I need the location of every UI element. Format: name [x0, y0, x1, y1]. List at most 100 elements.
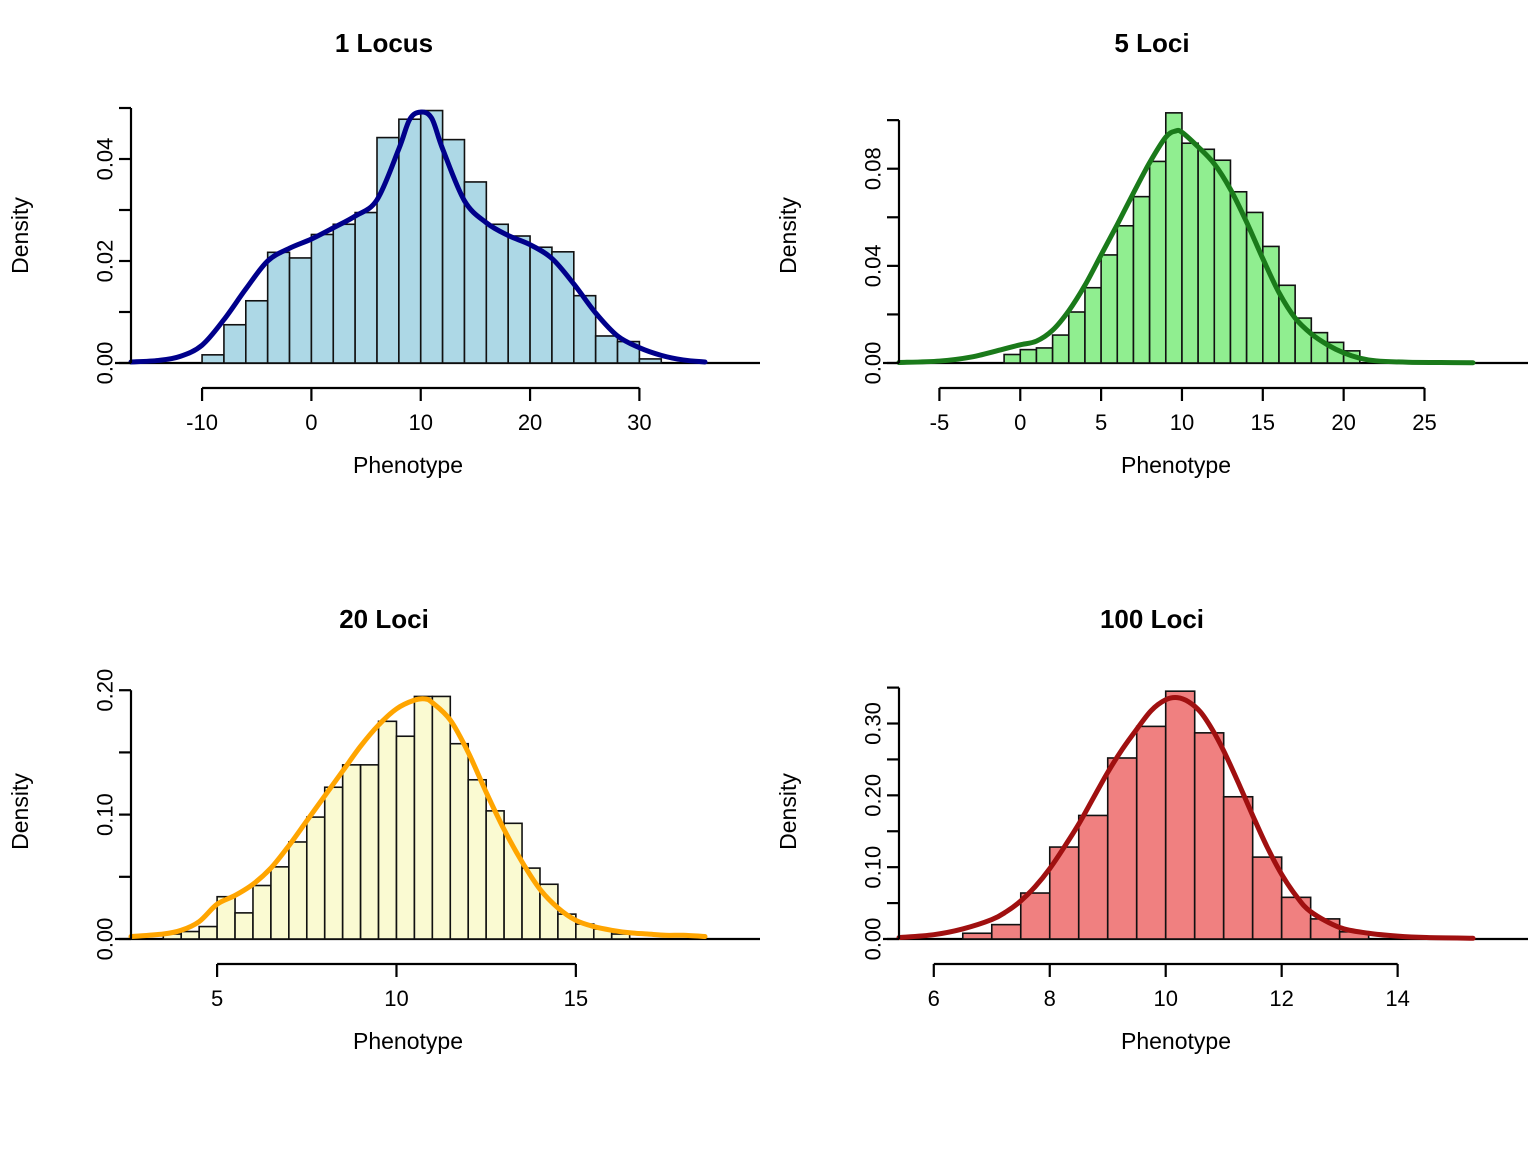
histogram-bar	[485, 223, 510, 364]
density-curve	[128, 696, 708, 940]
y-tick-label: 0.08	[861, 147, 886, 190]
panel-title: 100 Loci	[1100, 604, 1204, 634]
x-tick-label: 10	[408, 410, 432, 435]
histogram-bars	[162, 695, 631, 940]
y-axis: 0.00 0.10 0.20	[93, 669, 133, 961]
histogram-bars	[961, 690, 1370, 940]
histogram-bar	[1019, 348, 1038, 364]
histogram-bar	[449, 742, 470, 940]
histogram-bar	[266, 251, 291, 364]
histogram-bar	[1280, 896, 1312, 940]
histogram-bar	[395, 735, 416, 940]
y-axis-title: Density	[7, 773, 33, 850]
histogram-bar	[1100, 254, 1119, 364]
x-tick-label: 10	[1153, 986, 1177, 1011]
x-tick-label: 20	[1331, 410, 1355, 435]
x-axis: 6 8 10 12 14	[928, 962, 1410, 1011]
histogram-bar	[1164, 112, 1183, 364]
y-tick-label: 0.20	[861, 774, 886, 817]
histogram-bar	[1193, 732, 1225, 940]
histogram-bar	[1019, 892, 1051, 940]
x-tick-label: 14	[1385, 986, 1409, 1011]
histogram-bar	[961, 932, 993, 940]
histogram-bar	[398, 118, 422, 364]
x-tick-label: 15	[564, 986, 588, 1011]
histogram-bar	[341, 764, 362, 940]
histogram-bar	[332, 223, 356, 364]
y-tick-label: 0.00	[861, 342, 886, 385]
histogram-bar	[467, 778, 487, 940]
histogram-bar	[1164, 690, 1196, 940]
x-axis-title: Phenotype	[1121, 452, 1231, 478]
panel-title: 1 Locus	[335, 28, 433, 58]
histogram-bar	[288, 257, 313, 364]
histogram-bar	[323, 786, 344, 940]
histogram-bar	[1116, 224, 1135, 364]
chart-panel-1: 1 Locus 0.00 0.02 0.04 Density -10 0 10 20 30 Phen…	[0, 0, 768, 576]
chart-panel-4: 100 Loci 0.00 0.10 0.20 0.30 Density 6 8 10 12 14 P…	[768, 576, 1536, 1152]
histogram-bar	[1222, 795, 1254, 940]
x-axis-title: Phenotype	[1121, 1028, 1231, 1054]
histogram-bar	[1003, 353, 1022, 364]
histogram-bar	[1135, 725, 1167, 940]
x-tick-label: 12	[1269, 986, 1293, 1011]
density-curve	[128, 109, 708, 365]
y-axis: 0.00 0.10 0.20 0.30	[861, 686, 901, 961]
histogram-bar	[245, 299, 269, 364]
x-tick-label: 15	[1251, 410, 1275, 435]
histogram-bar	[529, 246, 553, 364]
y-axis: 0.00 0.02 0.04	[93, 106, 133, 384]
x-tick-label: 0	[305, 410, 317, 435]
histogram-bar	[234, 912, 254, 940]
histogram-bar	[1067, 311, 1086, 364]
histogram-bar	[594, 335, 619, 364]
histogram-bar	[507, 235, 531, 364]
histogram-bar	[419, 109, 444, 364]
x-axis-title: Phenotype	[353, 1028, 463, 1054]
histogram-bar	[1213, 159, 1232, 364]
density-curve	[896, 695, 1476, 941]
y-tick-label: 0.00	[861, 918, 886, 961]
x-tick-label: 25	[1412, 410, 1436, 435]
x-tick-label: 0	[1014, 410, 1026, 435]
histogram-bar	[252, 884, 272, 940]
histogram-bar	[354, 211, 378, 364]
y-tick-label: 0.00	[93, 918, 118, 961]
y-tick-label: 0.20	[93, 669, 118, 712]
histogram-bar	[1197, 148, 1216, 364]
histogram-bar	[377, 720, 398, 940]
histogram-bar	[1132, 195, 1151, 364]
y-tick-label: 0.04	[861, 244, 886, 287]
x-tick-label: 6	[928, 986, 940, 1011]
histogram-bars	[201, 109, 663, 364]
histogram-bar	[1106, 757, 1138, 940]
histogram-bar	[288, 841, 308, 940]
panel-title: 5 Loci	[1114, 28, 1189, 58]
histogram-bar	[201, 354, 225, 364]
histogram-bar	[413, 695, 434, 940]
chart-panel-2: 5 Loci 0.00 0.04 0.08 Density -5 0 5 10 15 20 25 Phe…	[768, 0, 1536, 576]
x-axis-title: Phenotype	[353, 452, 463, 478]
x-tick-label: 5	[1095, 410, 1107, 435]
x-axis: 5 10 15	[211, 962, 588, 1011]
histogram-bar	[638, 358, 663, 364]
chart-panel-3: 20 Loci 0.00 0.10 0.20 Density 5 10 15 Phenotype	[0, 576, 768, 1152]
histogram-bar	[431, 695, 452, 940]
y-tick-label: 0.04	[93, 138, 118, 181]
panel-title: 20 Loci	[339, 604, 429, 634]
y-axis-title: Density	[7, 197, 33, 274]
histogram-bar	[198, 925, 218, 940]
histogram-bar	[305, 816, 326, 940]
x-tick-label: 20	[518, 410, 542, 435]
x-axis: -5 0 5 10 15 20 25	[930, 386, 1437, 435]
histogram-bar	[310, 233, 335, 364]
histogram-bar	[1084, 286, 1102, 364]
y-axis-title: Density	[775, 197, 801, 274]
histogram-bar	[180, 930, 200, 940]
x-axis: -10 0 10 20 30	[186, 386, 652, 435]
density-curve	[896, 127, 1476, 366]
histogram-bar	[1035, 347, 1054, 364]
x-tick-label: 10	[1170, 410, 1194, 435]
y-tick-label: 0.10	[861, 846, 886, 889]
